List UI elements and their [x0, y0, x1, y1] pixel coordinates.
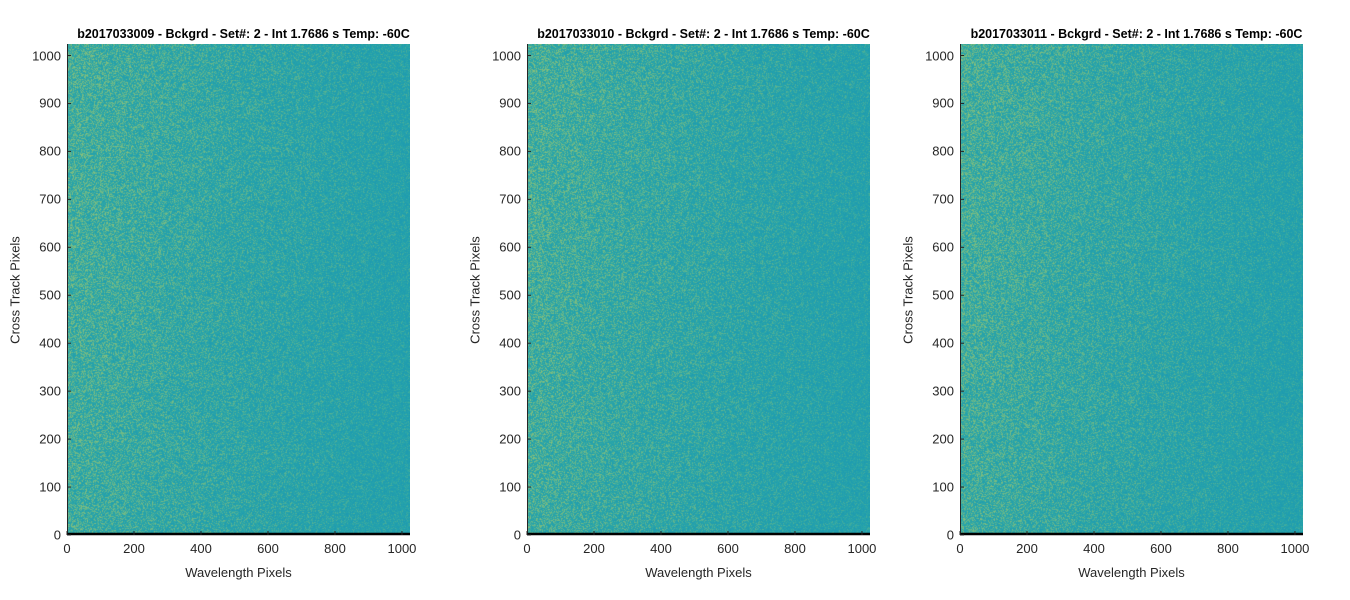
- subplot-2: b2017033010 - Bckgrd - Set#: 2 - Int 1.7…: [460, 0, 910, 600]
- plot-area: [526, 44, 870, 536]
- axes: [959, 44, 1303, 536]
- y-tick-label: 100: [932, 479, 954, 495]
- x-axis-label: Wavelength Pixels: [185, 565, 292, 580]
- y-tick-label: 800: [499, 143, 521, 159]
- x-tick-label: 800: [324, 541, 346, 556]
- subplot-1: b2017033009 - Bckgrd - Set#: 2 - Int 1.7…: [0, 0, 450, 600]
- heatmap-image: [960, 44, 1303, 535]
- y-axis-label: Cross Track Pixels: [7, 235, 23, 344]
- subplot-3: b2017033011 - Bckgrd - Set#: 2 - Int 1.7…: [893, 0, 1343, 600]
- x-tick-label: 1000: [1280, 541, 1310, 556]
- x-tick-label: 0: [63, 541, 71, 556]
- y-tick-label: 0: [946, 527, 954, 543]
- x-tick-label: 400: [190, 541, 212, 556]
- y-tick-label: 500: [39, 287, 61, 303]
- y-tick-label: 400: [39, 335, 61, 351]
- plot-area: [66, 44, 410, 536]
- y-tick-label: 500: [499, 287, 521, 303]
- y-tick-label: 100: [499, 479, 521, 495]
- x-tick-label: 200: [1016, 541, 1038, 556]
- x-tick-label: 400: [650, 541, 672, 556]
- y-tick-label: 300: [499, 383, 521, 399]
- chart-title: b2017033009 - Bckgrd - Set#: 2 - Int 1.7…: [77, 27, 410, 41]
- y-tick-label: 200: [499, 431, 521, 447]
- heatmap-image: [67, 44, 410, 535]
- y-axis-label: Cross Track Pixels: [900, 235, 916, 344]
- y-tick-label: 700: [499, 191, 521, 207]
- y-tick-label: 900: [932, 95, 954, 111]
- y-tick-label: 900: [39, 95, 61, 111]
- y-tick-label: 600: [39, 239, 61, 255]
- y-tick-label: 100: [39, 479, 61, 495]
- plot-area: [959, 44, 1303, 536]
- y-tick-label: 0: [513, 527, 521, 543]
- y-tick-label: 800: [932, 143, 954, 159]
- y-tick-label: 800: [39, 143, 61, 159]
- x-tick-label: 600: [717, 541, 739, 556]
- axes: [526, 44, 870, 536]
- y-tick-label: 1000: [925, 48, 954, 63]
- y-tick-label: 300: [39, 383, 61, 399]
- x-axis-label: Wavelength Pixels: [1078, 565, 1185, 580]
- y-tick-label: 700: [39, 191, 61, 207]
- heatmap-image: [527, 44, 870, 535]
- y-tick-label: 1000: [492, 48, 521, 63]
- x-tick-label: 400: [1083, 541, 1105, 556]
- x-tick-label: 800: [1217, 541, 1239, 556]
- y-tick-label: 400: [932, 335, 954, 351]
- y-tick-label: 600: [932, 239, 954, 255]
- axes: [66, 44, 410, 536]
- x-tick-label: 1000: [847, 541, 877, 556]
- y-tick-label: 900: [499, 95, 521, 111]
- x-tick-label: 1000: [387, 541, 417, 556]
- y-tick-label: 400: [499, 335, 521, 351]
- x-tick-label: 0: [523, 541, 531, 556]
- y-tick-label: 500: [932, 287, 954, 303]
- x-axis-label: Wavelength Pixels: [645, 565, 752, 580]
- x-tick-label: 200: [123, 541, 145, 556]
- y-tick-label: 0: [53, 527, 61, 543]
- y-tick-label: 700: [932, 191, 954, 207]
- x-tick-label: 600: [257, 541, 279, 556]
- y-tick-label: 600: [499, 239, 521, 255]
- y-tick-label: 1000: [32, 48, 61, 63]
- y-tick-label: 200: [932, 431, 954, 447]
- chart-title: b2017033011 - Bckgrd - Set#: 2 - Int 1.7…: [970, 27, 1303, 41]
- x-tick-label: 800: [784, 541, 806, 556]
- x-tick-label: 200: [583, 541, 605, 556]
- x-tick-label: 600: [1150, 541, 1172, 556]
- x-tick-label: 0: [956, 541, 964, 556]
- y-tick-label: 300: [932, 383, 954, 399]
- y-tick-label: 200: [39, 431, 61, 447]
- y-axis-label: Cross Track Pixels: [467, 235, 483, 344]
- chart-title: b2017033010 - Bckgrd - Set#: 2 - Int 1.7…: [537, 27, 870, 41]
